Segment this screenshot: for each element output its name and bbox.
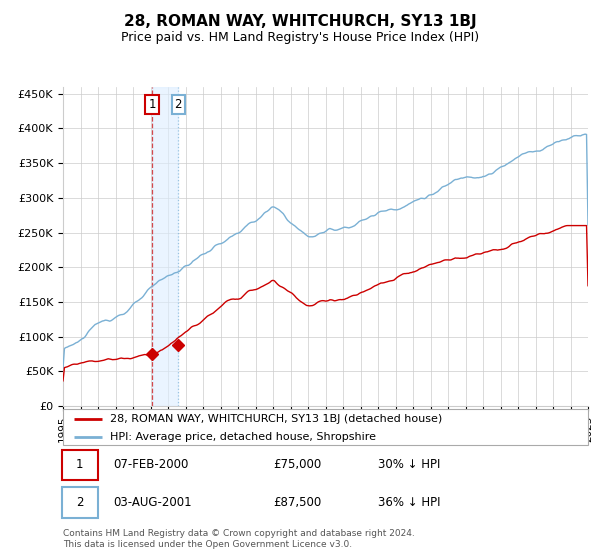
Text: HPI: Average price, detached house, Shropshire: HPI: Average price, detached house, Shro… [110,432,376,442]
FancyBboxPatch shape [62,487,98,517]
Text: 30% ↓ HPI: 30% ↓ HPI [378,458,440,471]
Text: 28, ROMAN WAY, WHITCHURCH, SY13 1BJ: 28, ROMAN WAY, WHITCHURCH, SY13 1BJ [124,14,476,29]
Text: Price paid vs. HM Land Registry's House Price Index (HPI): Price paid vs. HM Land Registry's House … [121,31,479,44]
Text: 28, ROMAN WAY, WHITCHURCH, SY13 1BJ (detached house): 28, ROMAN WAY, WHITCHURCH, SY13 1BJ (det… [110,414,443,424]
Text: 1: 1 [148,98,156,111]
FancyBboxPatch shape [62,450,98,480]
FancyBboxPatch shape [63,409,588,445]
Text: £75,000: £75,000 [273,458,321,471]
Text: Contains HM Land Registry data © Crown copyright and database right 2024.
This d: Contains HM Land Registry data © Crown c… [63,529,415,549]
Text: 1: 1 [76,458,83,471]
Text: 2: 2 [175,98,182,111]
Text: 03-AUG-2001: 03-AUG-2001 [113,496,191,509]
Text: £87,500: £87,500 [273,496,321,509]
Text: 2: 2 [76,496,83,509]
Text: 07-FEB-2000: 07-FEB-2000 [113,458,188,471]
Bar [152,87,178,406]
Text: 36% ↓ HPI: 36% ↓ HPI [378,496,440,509]
